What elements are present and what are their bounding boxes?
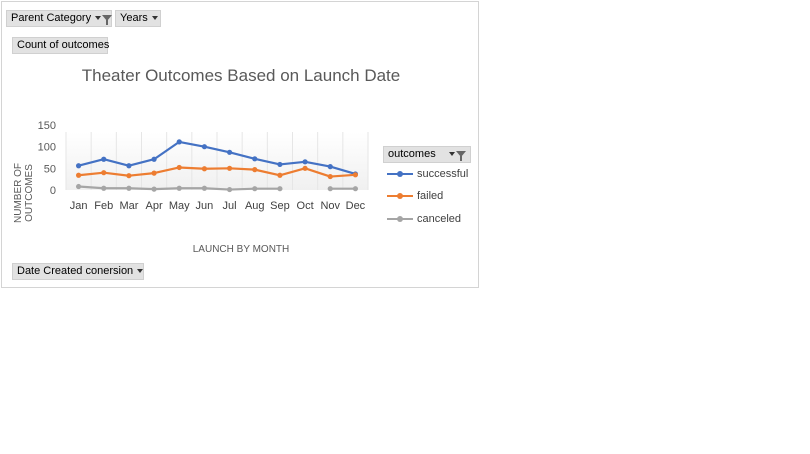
- data-point-canceled: [327, 186, 333, 192]
- y-tick-label: 50: [44, 163, 56, 175]
- legend-marker-successful: [397, 171, 403, 177]
- x-tick-label: Jan: [70, 200, 88, 212]
- x-tick-label: May: [169, 200, 190, 212]
- data-point-successful: [126, 163, 132, 169]
- data-point-successful: [151, 156, 157, 162]
- data-point-failed: [327, 173, 333, 180]
- legend-marker-failed: [397, 193, 403, 199]
- dropdown-arrow-icon: [151, 16, 158, 21]
- data-point-successful: [226, 149, 233, 155]
- data-point-failed: [151, 170, 157, 176]
- data-point-successful: [327, 164, 333, 170]
- data-point-canceled: [252, 186, 258, 192]
- x-tick-label: Mar: [119, 200, 138, 212]
- pivot-chart: Parent Category Years Count of outcomes …: [1, 1, 479, 288]
- data-point-successful: [252, 156, 258, 162]
- data-point-canceled: [75, 183, 82, 190]
- data-point-canceled: [201, 185, 208, 191]
- data-point-canceled: [226, 186, 233, 193]
- x-tick-label: Aug: [245, 200, 265, 212]
- count-of-outcomes-field-button[interactable]: Count of outcomes: [12, 37, 110, 54]
- data-point-failed: [252, 167, 258, 173]
- data-point-failed: [277, 172, 283, 178]
- legend-label-canceled: canceled: [417, 213, 462, 225]
- legend-marker-canceled: [397, 216, 403, 222]
- data-point-failed: [75, 172, 82, 178]
- data-point-failed: [101, 170, 107, 176]
- data-point-canceled: [352, 186, 359, 192]
- series-line-failed: [78, 166, 356, 178]
- data-point-successful: [75, 163, 82, 169]
- data-point-successful: [176, 139, 182, 145]
- chart-title: Theater Outcomes Based on Launch Date: [81, 66, 401, 85]
- data-point-canceled: [101, 185, 107, 191]
- data-point-successful: [277, 161, 283, 168]
- outcomes-legend-field-button[interactable]: outcomes: [383, 146, 471, 163]
- y-tick-label: 0: [50, 185, 56, 197]
- data-point-failed: [352, 172, 359, 178]
- filter-icon: [456, 151, 466, 162]
- data-point-successful: [302, 159, 308, 165]
- dropdown-arrow-icon: [137, 269, 144, 274]
- years-label: Years: [120, 12, 148, 24]
- data-point-successful: [101, 156, 107, 162]
- data-point-failed: [126, 173, 132, 179]
- x-tick-label: Apr: [146, 200, 163, 212]
- data-point-failed: [302, 165, 308, 171]
- parent-category-label: Parent Category: [11, 12, 92, 24]
- values-field-label: Count of outcomes: [17, 39, 110, 51]
- data-point-failed: [226, 165, 233, 171]
- x-tick-label: Jul: [223, 200, 237, 212]
- axis-field-label: Date Created conersion: [17, 265, 134, 277]
- y-tick-label: 100: [38, 142, 56, 154]
- data-point-failed: [176, 164, 182, 171]
- legend-label-failed: failed: [417, 190, 444, 202]
- dropdown-arrow-icon: [95, 16, 102, 21]
- data-point-canceled: [277, 186, 283, 192]
- y-tick-label: 150: [38, 120, 56, 132]
- x-axis-title: LAUNCH BY MONTH: [192, 244, 290, 255]
- x-tick-label: Oct: [297, 200, 314, 212]
- years-filter-button[interactable]: Years: [115, 10, 161, 27]
- dropdown-arrow-icon: [449, 152, 455, 157]
- legend-label-successful: successful: [417, 168, 469, 180]
- data-point-successful: [201, 144, 208, 150]
- date-created-axis-field-button[interactable]: Date Created conersion: [12, 263, 144, 280]
- parent-category-filter-button[interactable]: Parent Category: [6, 10, 113, 27]
- x-tick-label: Jun: [196, 200, 214, 212]
- data-point-failed: [201, 166, 208, 172]
- filter-icon: [102, 15, 113, 26]
- plot-area: 150 100 50 0 Jan Feb Mar Apr May Jun Jul Aug Sep Oct…: [38, 120, 369, 212]
- data-point-canceled: [176, 185, 182, 191]
- x-tick-label: Sep: [270, 200, 290, 212]
- data-point-canceled: [126, 185, 132, 191]
- legend-field-label: outcomes: [388, 148, 436, 160]
- series-line-successful: [78, 140, 356, 176]
- x-tick-label: Feb: [94, 200, 113, 212]
- x-tick-label: Dec: [346, 200, 366, 212]
- x-tick-label: Nov: [320, 200, 340, 212]
- data-point-canceled: [151, 186, 157, 192]
